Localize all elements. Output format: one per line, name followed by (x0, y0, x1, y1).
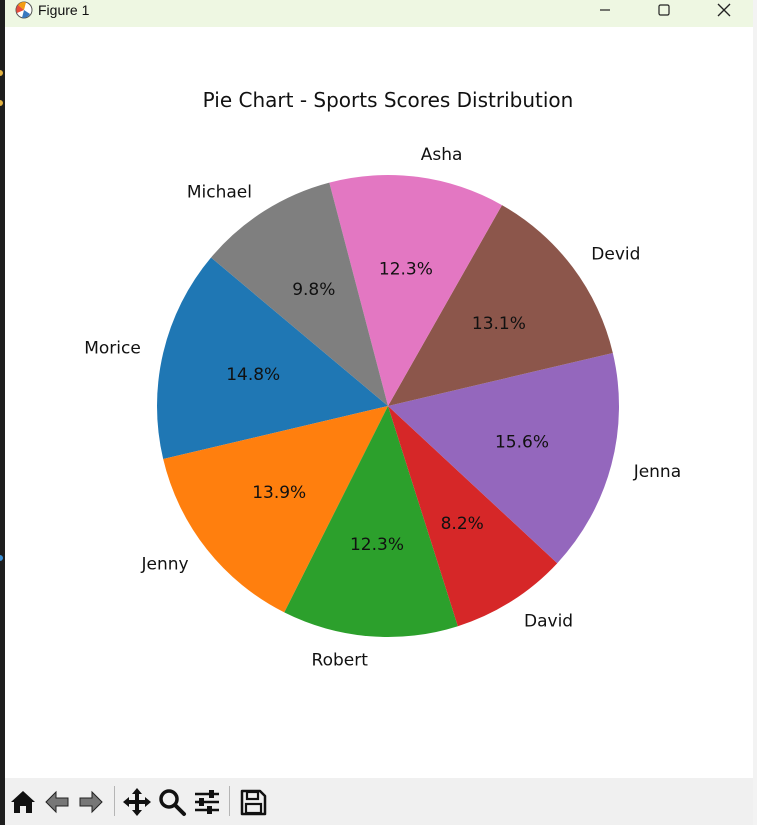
chart-title: Pie Chart - Sports Scores Distribution (203, 88, 574, 112)
back-arrow-icon (45, 790, 69, 814)
save-icon (240, 789, 267, 816)
close-button[interactable] (701, 0, 747, 20)
pie-slice-robert (284, 406, 458, 638)
pie-percent-label: 12.3% (350, 535, 404, 555)
zoom-button[interactable] (156, 786, 188, 818)
zoom-icon (159, 789, 186, 816)
desktop-marker (0, 100, 3, 106)
pie-slice-devid (388, 205, 613, 406)
toolbar-separator (114, 786, 115, 816)
navigation-toolbar (5, 778, 753, 825)
window-titlebar[interactable]: Figure 1 (5, 0, 753, 27)
pie-percent-label: 13.9% (252, 483, 306, 503)
matplotlib-app-icon (13, 0, 35, 22)
pie-percent-label: 14.8% (226, 365, 280, 385)
pie-percent-label: 9.8% (292, 280, 335, 300)
pie-percent-label: 8.2% (441, 514, 484, 534)
pie-category-label: David (524, 612, 573, 632)
move-icon (123, 788, 151, 816)
pie-category-label: Morice (84, 338, 141, 358)
home-button[interactable] (7, 786, 39, 818)
pie-percent-label: 13.1% (472, 314, 526, 334)
window-title: Figure 1 (38, 2, 90, 18)
pie-slice-michael (211, 182, 388, 406)
minimize-icon (600, 9, 610, 11)
pie-category-label: Robert (312, 650, 369, 670)
desktop-marker (0, 555, 3, 561)
pie-category-label: Devid (591, 245, 640, 265)
back-button[interactable] (41, 786, 73, 818)
pie-slice-david (388, 406, 558, 627)
pie-chart: Pie Chart - Sports Scores Distribution 1… (84, 88, 681, 670)
minimize-button[interactable] (582, 0, 628, 20)
pie-labels: 14.8% Morice 13.9% Jenny 12.3% Robert 8.2% Davi… (84, 145, 681, 670)
toolbar-separator (229, 786, 230, 816)
pie-slice-asha (329, 174, 502, 406)
pie-category-label: Jenny (141, 555, 189, 575)
home-icon (11, 791, 35, 813)
pie-percent-label: 12.3% (379, 260, 433, 280)
desktop-background-left (0, 0, 5, 825)
maximize-button[interactable] (641, 0, 687, 20)
pie-category-label: Asha (421, 145, 463, 165)
save-button[interactable] (237, 786, 269, 818)
maximize-icon (658, 4, 670, 16)
figure-canvas[interactable]: Pie Chart - Sports Scores Distribution 1… (5, 27, 753, 778)
pan-button[interactable] (121, 786, 153, 818)
pie-category-label: Michael (187, 182, 252, 202)
pie-slices (157, 174, 619, 638)
pie-slice-jenna (388, 352, 619, 564)
sliders-icon (195, 790, 219, 814)
forward-arrow-icon (79, 790, 103, 814)
pie-percent-label: 15.6% (495, 432, 549, 452)
pie-category-label: Jenna (633, 462, 681, 482)
pie-slice-jenny (163, 406, 388, 613)
close-icon (717, 3, 731, 17)
pie-slice-morice (157, 257, 388, 460)
forward-button[interactable] (75, 786, 107, 818)
desktop-marker (0, 70, 3, 76)
configure-subplots-button[interactable] (191, 786, 223, 818)
